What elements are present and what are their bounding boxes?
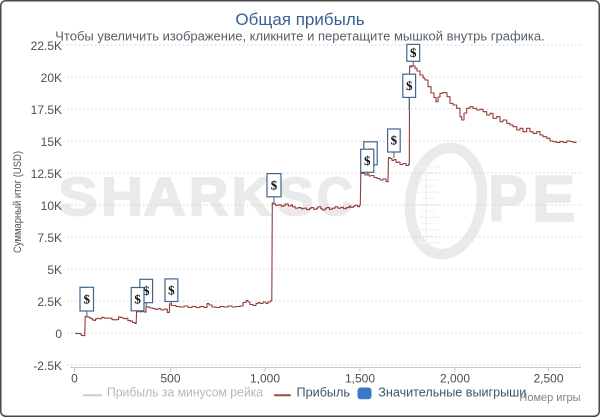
svg-text:12.5K: 12.5K xyxy=(31,167,62,181)
svg-text:1,000: 1,000 xyxy=(250,372,280,386)
svg-text:Номер игры: Номер игры xyxy=(519,392,580,404)
svg-text:Прибыль: Прибыль xyxy=(297,384,351,399)
svg-text:2.5K: 2.5K xyxy=(37,295,62,309)
svg-text:S: S xyxy=(277,167,314,227)
svg-text:$: $ xyxy=(168,282,175,297)
svg-text:7.5K: 7.5K xyxy=(37,231,62,245)
svg-text:1,500: 1,500 xyxy=(345,372,375,386)
svg-text:$: $ xyxy=(391,133,398,148)
svg-text:$: $ xyxy=(134,291,141,306)
svg-text:K: K xyxy=(232,167,271,227)
svg-text:Значительные выигрыши: Значительные выигрыши xyxy=(378,384,526,399)
svg-text:20K: 20K xyxy=(41,71,62,85)
svg-text:A: A xyxy=(144,167,186,227)
svg-text:C: C xyxy=(317,167,353,227)
svg-text:-2.5K: -2.5K xyxy=(33,359,62,373)
svg-text:2,000: 2,000 xyxy=(440,372,470,386)
svg-text:Общая прибыль: Общая прибыль xyxy=(235,10,364,29)
svg-text:$: $ xyxy=(406,78,413,93)
svg-text:500: 500 xyxy=(160,372,180,386)
svg-text:$: $ xyxy=(143,283,150,298)
svg-text:0: 0 xyxy=(71,372,78,386)
svg-text:5K: 5K xyxy=(47,263,62,277)
svg-text:E: E xyxy=(532,162,575,235)
svg-text:S: S xyxy=(58,167,97,227)
svg-text:H: H xyxy=(101,167,143,227)
svg-text:P: P xyxy=(488,162,527,235)
svg-text:$: $ xyxy=(364,153,371,168)
svg-text:0: 0 xyxy=(55,327,62,341)
svg-text:Чтобы увеличить изображение, к: Чтобы увеличить изображение, кликните и … xyxy=(55,29,544,44)
svg-text:10K: 10K xyxy=(41,199,62,213)
svg-text:Прибыль за минусом рейка: Прибыль за минусом рейка xyxy=(107,384,264,399)
svg-text:15K: 15K xyxy=(41,135,62,149)
svg-text:$: $ xyxy=(271,177,278,192)
svg-text:$: $ xyxy=(410,45,417,60)
svg-text:R: R xyxy=(189,167,228,227)
svg-text:2,500: 2,500 xyxy=(533,372,563,386)
svg-text:17.5K: 17.5K xyxy=(31,103,62,117)
svg-text:22.5K: 22.5K xyxy=(31,39,62,53)
svg-text:$: $ xyxy=(84,291,91,306)
svg-text:Суммарный итог (USD): Суммарный итог (USD) xyxy=(12,151,24,253)
